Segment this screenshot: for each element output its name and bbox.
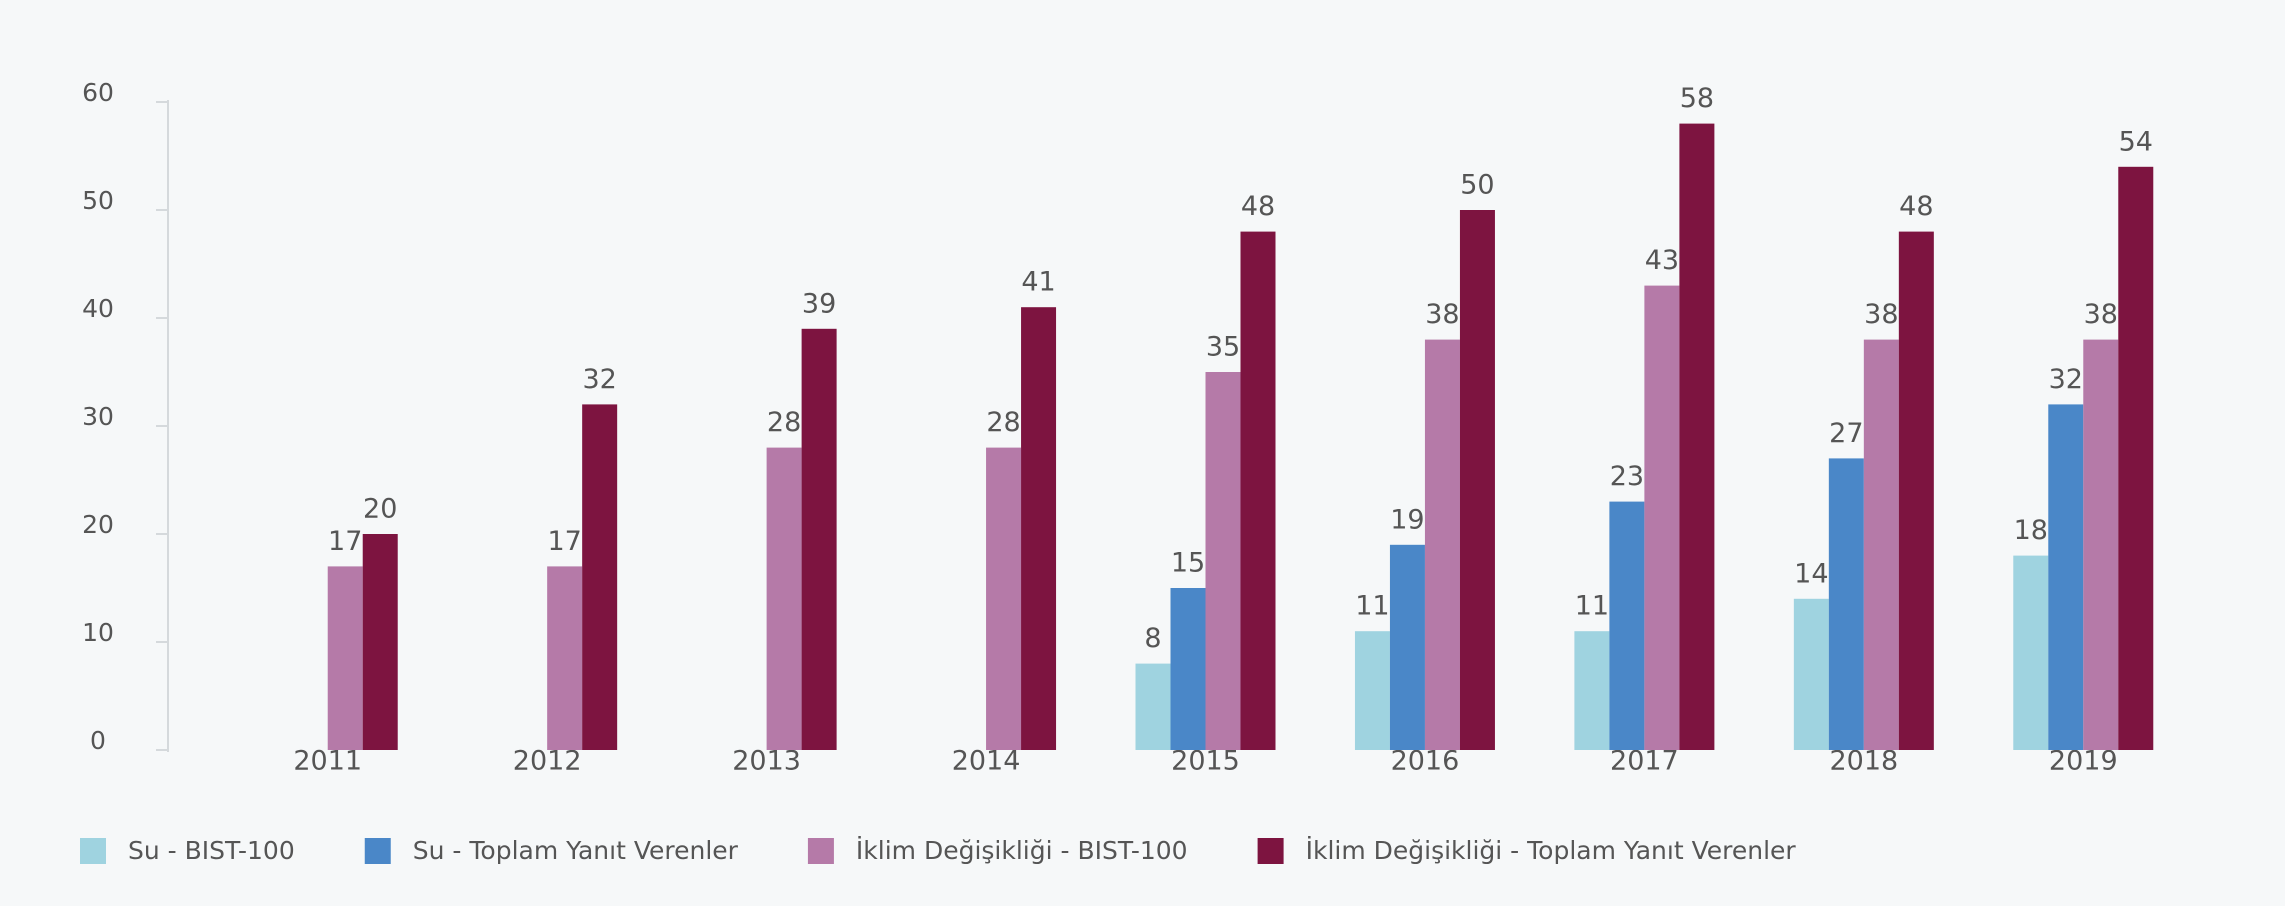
bar — [1863, 339, 1899, 750]
bar — [1135, 663, 1171, 750]
bar — [2118, 166, 2154, 751]
y-tick-label: 0 — [90, 726, 106, 755]
bar — [582, 404, 618, 750]
legend-label: İklim Değişikliği - BIST-100 — [856, 836, 1188, 865]
bar — [1828, 458, 1864, 750]
value-label: 54 — [2119, 126, 2153, 157]
bar — [1574, 631, 1610, 750]
bar — [986, 447, 1022, 750]
value-label: 17 — [328, 526, 362, 557]
legend-swatch — [1257, 838, 1284, 864]
value-label: 20 — [363, 494, 397, 525]
bar — [1793, 598, 1829, 750]
bar — [2048, 404, 2084, 750]
y-tick-label: 60 — [82, 78, 114, 107]
value-label: 17 — [547, 526, 581, 557]
value-label: 11 — [1575, 591, 1609, 622]
value-label: 38 — [1425, 299, 1459, 330]
legend-label: İklim Değişikliği - Toplam Yanıt Verenle… — [1306, 836, 1797, 865]
legend-label: Su - BIST-100 — [128, 836, 295, 865]
value-label: 28 — [986, 407, 1020, 438]
bar — [1609, 501, 1645, 750]
y-tick-label: 40 — [82, 294, 114, 323]
bar — [766, 447, 802, 750]
bar — [1459, 210, 1495, 750]
bar — [2083, 339, 2119, 750]
x-tick-label: 2013 — [732, 746, 801, 777]
bar — [1205, 372, 1241, 750]
bar — [1240, 231, 1276, 751]
value-label: 27 — [1829, 418, 1863, 449]
bar — [1389, 544, 1425, 750]
value-label: 14 — [1794, 558, 1828, 589]
bar — [362, 534, 398, 750]
x-tick-label: 2015 — [1171, 746, 1240, 777]
value-label: 32 — [2049, 364, 2083, 395]
value-label: 35 — [1206, 332, 1240, 363]
legend-swatch — [364, 838, 391, 864]
value-label: 39 — [802, 288, 836, 319]
value-label: 38 — [2084, 299, 2118, 330]
bar — [1644, 285, 1680, 750]
x-tick-label: 2019 — [2049, 746, 2118, 777]
bar — [801, 328, 837, 750]
bar — [1898, 231, 1934, 751]
bar — [1679, 123, 1715, 751]
x-tick-label: 2014 — [952, 746, 1021, 777]
value-label: 11 — [1355, 591, 1389, 622]
value-label: 19 — [1390, 504, 1424, 535]
legend-label: Su - Toplam Yanıt Verenler — [413, 836, 739, 865]
value-label: 28 — [767, 407, 801, 438]
x-tick-label: 2012 — [513, 746, 582, 777]
value-label: 48 — [1241, 191, 1275, 222]
value-label: 18 — [2014, 515, 2048, 546]
bar — [2013, 555, 2049, 750]
y-tick-label: 10 — [82, 618, 114, 647]
bar — [1354, 631, 1390, 750]
bar — [327, 566, 363, 750]
value-label: 50 — [1460, 170, 1494, 201]
value-label: 58 — [1680, 83, 1714, 114]
x-tick-label: 2018 — [1829, 746, 1898, 777]
value-label: 38 — [1864, 299, 1898, 330]
value-label: 48 — [1899, 191, 1933, 222]
y-tick-label: 30 — [82, 402, 114, 431]
legend-swatch — [807, 838, 834, 864]
x-tick-label: 2016 — [1391, 746, 1460, 777]
value-label: 23 — [1610, 461, 1644, 492]
y-tick-label: 50 — [82, 186, 114, 215]
value-label: 32 — [582, 364, 616, 395]
x-tick-label: 2017 — [1610, 746, 1679, 777]
x-tick-label: 2011 — [293, 746, 362, 777]
bar — [1170, 588, 1206, 750]
value-label: 41 — [1021, 267, 1055, 298]
legend-swatch — [80, 838, 106, 864]
bar — [547, 566, 583, 750]
value-label: 15 — [1171, 548, 1205, 579]
bar — [1021, 307, 1057, 750]
bar — [1424, 339, 1460, 750]
value-label: 43 — [1645, 245, 1679, 276]
y-tick-label: 20 — [82, 510, 114, 539]
value-label: 8 — [1144, 623, 1161, 654]
